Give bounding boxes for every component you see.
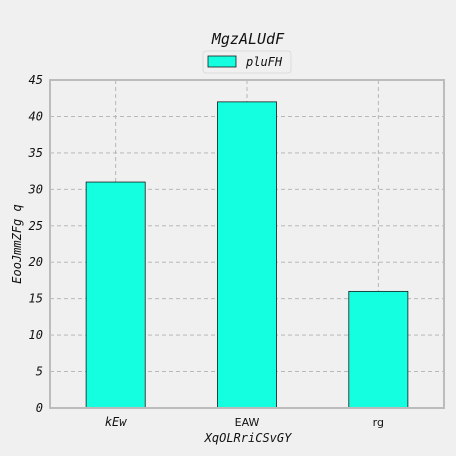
y-tick-label: 15: [29, 292, 43, 306]
x-axis-ticks: kEw EAW rg: [105, 415, 384, 429]
bars: [85, 101, 409, 409]
y-tick-label: 40: [29, 109, 43, 123]
y-tick-label: 5: [36, 365, 43, 379]
plot-frame: [49, 79, 445, 409]
legend-swatch: [207, 55, 237, 68]
y-tick-label: 25: [29, 219, 43, 233]
y-tick-label: 10: [29, 328, 43, 342]
x-axis-label: XqOLRriCSvGY: [204, 431, 292, 445]
bar-EAW: [217, 101, 277, 409]
x-tick-label: EAW: [235, 416, 260, 429]
chart-title: MgzALUdF: [211, 30, 285, 48]
legend-label: pluFH: [245, 55, 283, 69]
legend: pluFH: [202, 50, 292, 74]
y-axis-label: EooJmmZFg q: [10, 204, 24, 283]
y-tick-label: 20: [29, 255, 43, 269]
y-axis-ticks: 0 5 10 15 20 25 30 35 40 45: [28, 73, 43, 415]
y-tick-label: 35: [28, 146, 43, 160]
y-tick-label: 0: [36, 401, 43, 415]
y-tick-label: 45: [29, 73, 43, 87]
bar-rg: [348, 290, 409, 409]
bar-kEw: [85, 181, 146, 409]
y-tick-label: 30: [28, 182, 43, 196]
x-tick-label: kEw: [105, 415, 127, 429]
x-tick-label: rg: [373, 416, 384, 429]
